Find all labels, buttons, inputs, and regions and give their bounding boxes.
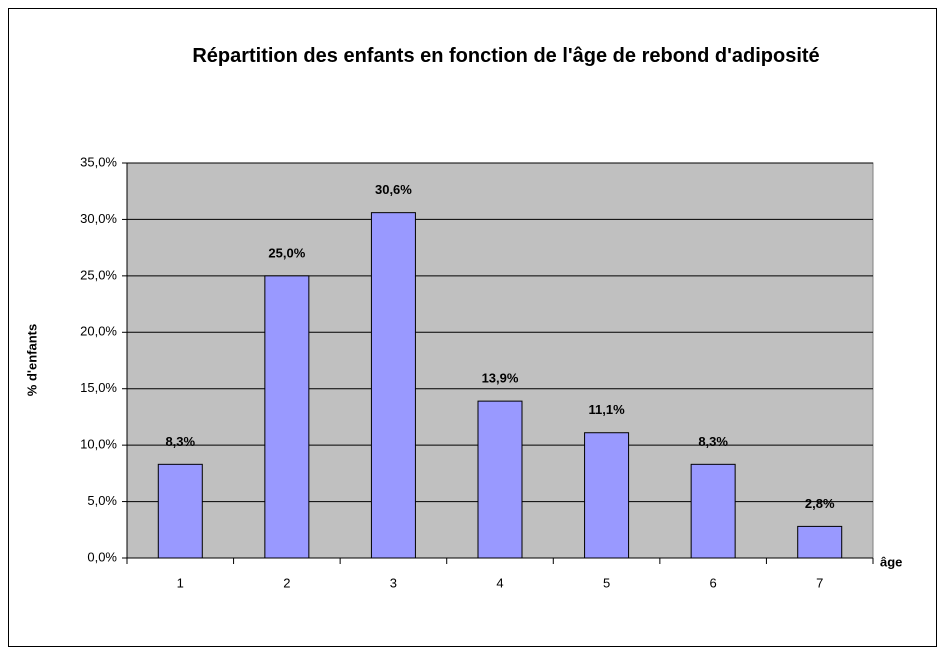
data-label: 2,8% [805,496,835,511]
data-label: 8,3% [698,434,728,449]
y-tick-label: 15,0% [80,380,117,395]
y-tick-label: 30,0% [80,211,117,226]
data-label: 8,3% [165,434,195,449]
data-label: 13,9% [482,371,519,386]
y-axis-label: % d'enfants [24,324,39,396]
y-tick-label: 25,0% [80,267,117,282]
y-tick-label: 10,0% [80,437,117,452]
x-tick-label: 6 [710,575,717,590]
data-label: 11,1% [588,402,625,417]
bar [370,212,416,559]
y-tick-label: 0,0% [87,549,117,564]
data-label: 25,0% [268,245,305,260]
bar [264,275,310,559]
bar [477,400,523,559]
y-tick-label: 35,0% [80,154,117,169]
x-tick-label: 5 [603,575,610,590]
x-tick-label: 1 [177,575,184,590]
x-tick-label: 2 [283,575,290,590]
x-axis-label: âge [880,554,902,569]
bar [157,463,203,559]
bar [690,463,736,559]
data-label: 30,6% [375,182,412,197]
x-tick-label: 4 [496,575,503,590]
y-tick-label: 20,0% [80,324,117,339]
x-tick-label: 7 [816,575,823,590]
bar [797,525,843,559]
bar [584,432,630,559]
x-tick-label: 3 [390,575,397,590]
y-tick-label: 5,0% [87,493,117,508]
chart-title: Répartition des enfants en fonction de l… [192,45,820,67]
